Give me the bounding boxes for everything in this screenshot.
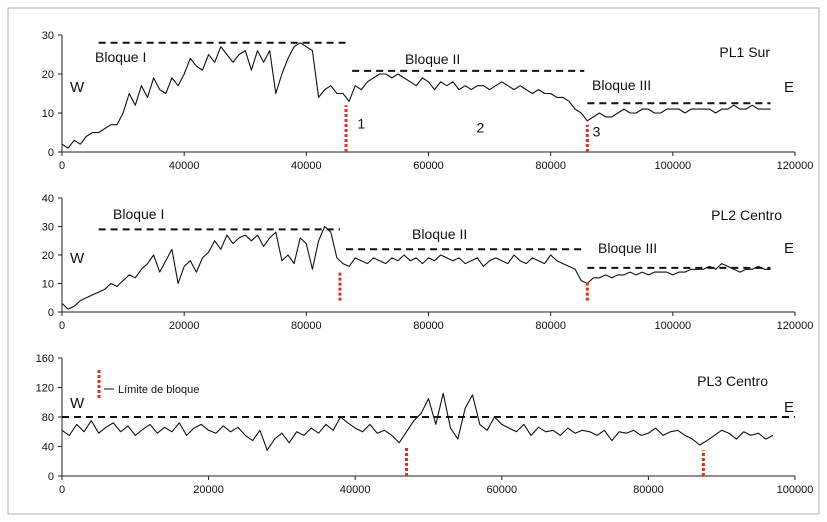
block-label: Bloque II	[412, 226, 467, 242]
panel-title: PL1 Sur	[719, 44, 770, 60]
legend-label: Límite de bloque	[118, 384, 199, 396]
x-tick-label: 0	[59, 160, 65, 172]
panel-1: 0 10 20 30 0 40000 40000 60000 80000 100000 120000…	[42, 30, 814, 172]
block-label: Bloque III	[598, 240, 657, 256]
west-label: W	[70, 250, 85, 267]
x-tick-label: 40000	[340, 484, 371, 496]
y-tick-label: 160	[36, 353, 54, 365]
annotation-label: 1	[357, 116, 365, 132]
x-tick-label: 100000	[777, 484, 814, 496]
x-tick-label: 80000	[535, 160, 566, 172]
x-tick-label: 60000	[487, 484, 518, 496]
y-tick-label: 40	[42, 442, 54, 454]
west-label: W	[70, 395, 85, 412]
y-tick-label: 0	[48, 307, 54, 319]
x-tick-label: 60000	[413, 160, 444, 172]
x-tick-label: 80000	[413, 320, 444, 332]
y-tick-label: 120	[36, 383, 54, 395]
annotation-label: 3	[593, 123, 601, 139]
x-tick-label: 80000	[633, 484, 664, 496]
panel-title: PL3 Centro	[697, 373, 768, 389]
panel-2: 0 10 20 30 40 0 20000 80000 80000 80000 100000 1200…	[42, 193, 814, 332]
profile-line	[61, 392, 774, 451]
profile-line	[61, 225, 771, 310]
panel-title: PL2 Centro	[711, 207, 782, 223]
profile-line	[61, 42, 771, 149]
x-tick-label: 40000	[169, 160, 200, 172]
y-tick-label: 0	[48, 471, 54, 483]
x-tick-label: 100000	[654, 160, 691, 172]
west-label: W	[70, 79, 85, 96]
y-tick-label: 10	[42, 279, 54, 291]
x-tick-label: 80000	[535, 320, 566, 332]
x-tick-label: 120000	[777, 320, 814, 332]
x-tick-label: 20000	[193, 484, 224, 496]
x-tick-label: 80000	[291, 320, 322, 332]
y-tick-label: 30	[42, 30, 54, 42]
x-tick-label: 0	[59, 320, 65, 332]
x-tick-label: 40000	[291, 160, 322, 172]
east-label: E	[784, 79, 794, 96]
block-label: Bloque I	[113, 206, 164, 222]
y-tick-label: 20	[42, 250, 54, 262]
panel-3: 0 40 80 120 160 0 20000 40000 60000 80000 100000 PL…	[36, 353, 814, 496]
x-tick-label: 120000	[777, 160, 814, 172]
y-tick-label: 10	[42, 108, 54, 120]
block-label: Bloque III	[592, 77, 651, 93]
y-tick-label: 30	[42, 222, 54, 234]
x-tick-label: 0	[59, 484, 65, 496]
annotation-label: 2	[477, 120, 485, 136]
east-label: E	[784, 399, 794, 416]
y-tick-label: 40	[42, 193, 54, 205]
east-label: E	[784, 240, 794, 257]
y-tick-label: 0	[48, 147, 54, 159]
x-tick-label: 100000	[654, 320, 691, 332]
y-tick-label: 80	[42, 412, 54, 424]
block-label: Bloque II	[405, 51, 460, 67]
y-tick-label: 20	[42, 69, 54, 81]
x-tick-label: 20000	[169, 320, 200, 332]
block-label: Bloque I	[95, 49, 146, 65]
